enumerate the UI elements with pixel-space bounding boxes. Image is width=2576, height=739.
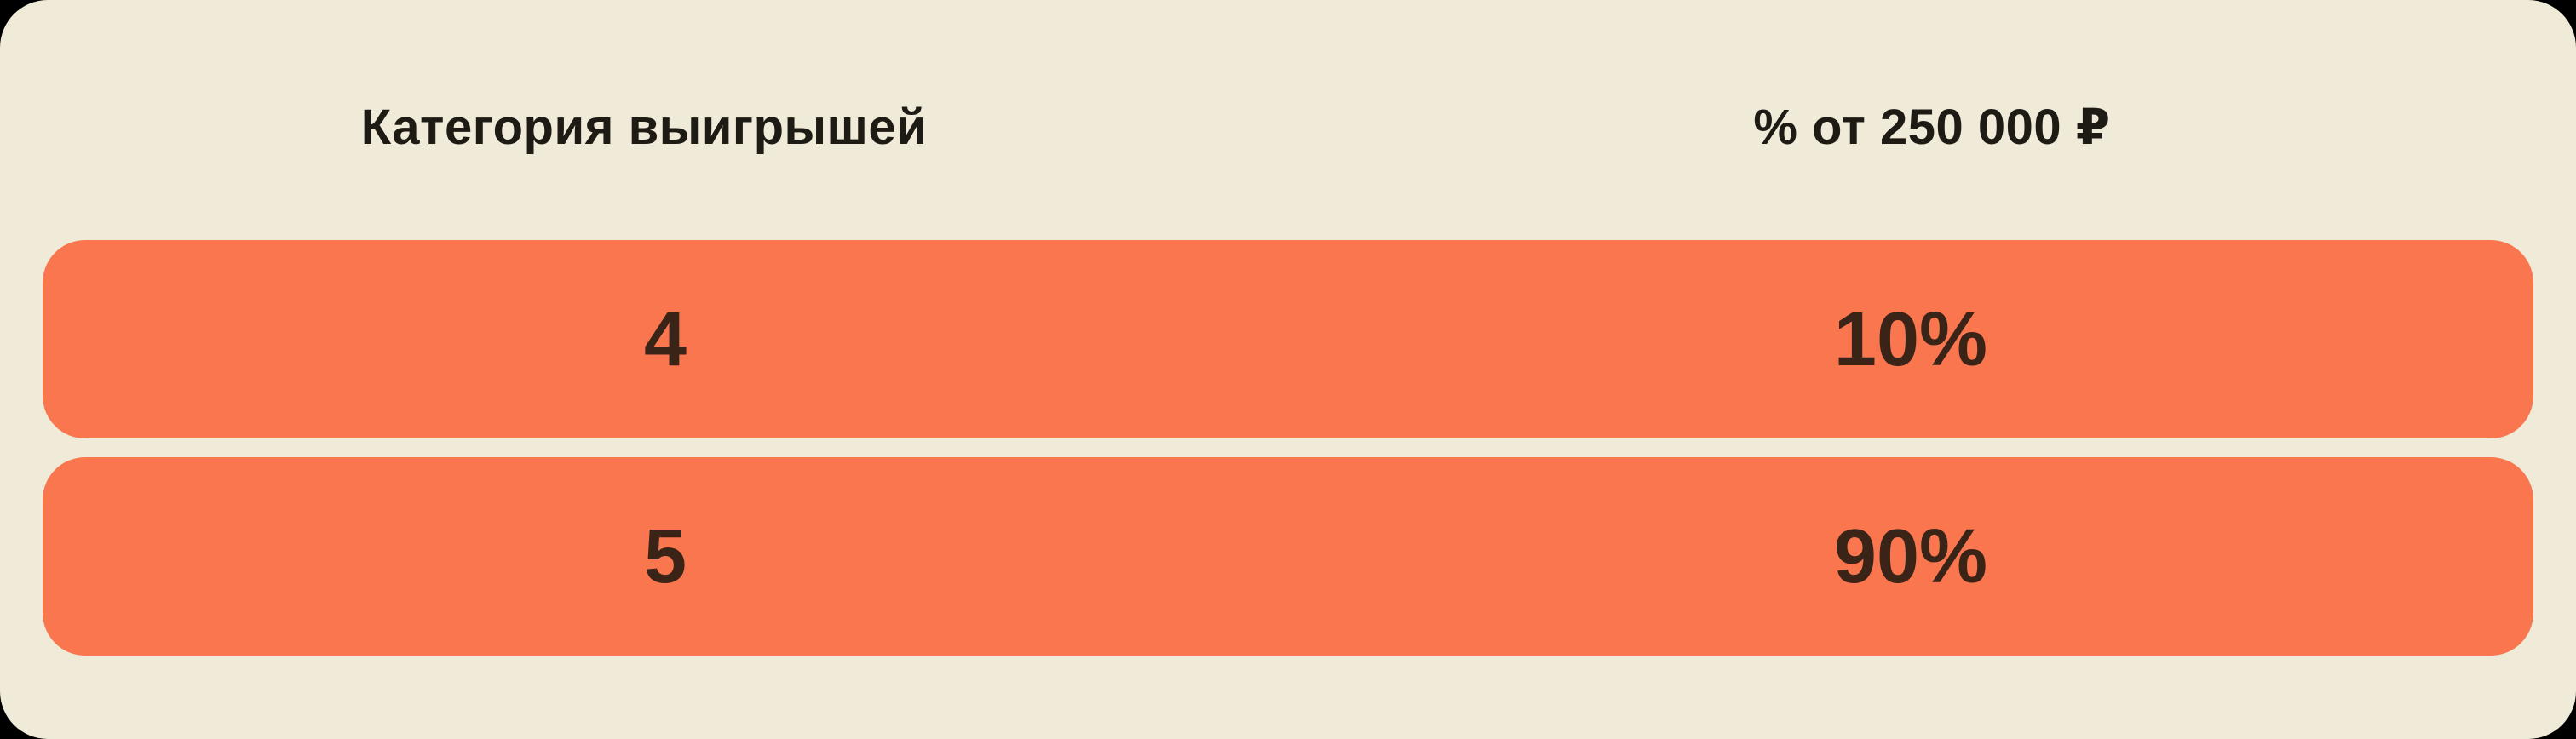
category-value: 4 bbox=[643, 296, 687, 382]
category-value: 5 bbox=[643, 513, 687, 599]
table-header-row: Категория выигрышей % от 250 000 ₽ bbox=[0, 0, 2576, 240]
table-row: 5 90% bbox=[43, 457, 2533, 656]
table-body: 4 10% 5 90% bbox=[0, 240, 2576, 656]
percent-value: 90% bbox=[1833, 513, 1988, 599]
percent-value: 10% bbox=[1833, 296, 1988, 382]
table-row: 4 10% bbox=[43, 240, 2533, 438]
column-header-category: Категория выигрышей bbox=[360, 100, 928, 155]
column-header-percent: % от 250 000 ₽ bbox=[1753, 100, 2111, 155]
